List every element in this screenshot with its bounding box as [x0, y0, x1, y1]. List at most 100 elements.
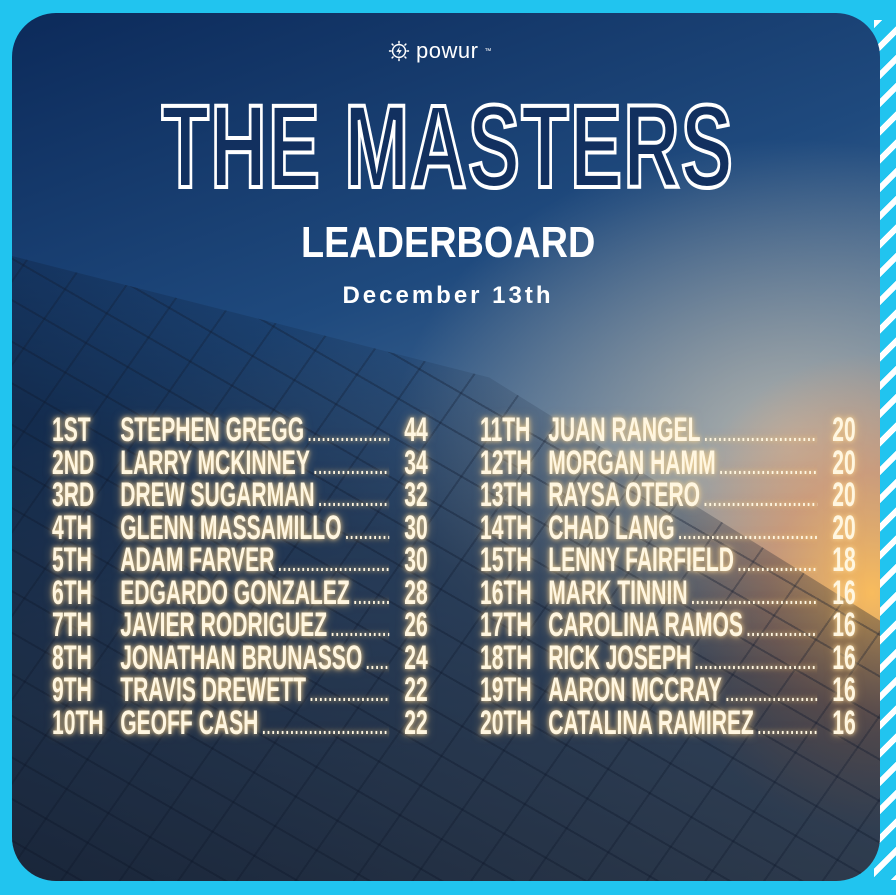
leaderboard-row: 9TH TRAVIS DREWETT 22: [52, 671, 428, 709]
entry-rank: 20TH: [480, 703, 532, 742]
entry-name: TRAVIS DREWETT: [120, 671, 307, 709]
entry-name: MORGAN HAMM: [548, 443, 716, 482]
subtitle-text: LEADERBOARD: [300, 218, 596, 267]
entry-score: 32: [404, 476, 428, 514]
dot-leader: [704, 479, 817, 516]
entry-score: 34: [404, 443, 428, 482]
entry-score: 20: [832, 443, 856, 482]
entry-name: GEOFF CASH: [120, 703, 259, 742]
entry-rank: 8TH: [52, 638, 92, 677]
entry-name: JAVIER RODRIGUEZ: [120, 606, 328, 644]
entry-score: 30: [404, 508, 428, 547]
entry-score: 22: [404, 703, 428, 742]
entry-score: 20: [832, 508, 856, 547]
leaderboard-row: 16TH MARK TINNIN 16: [480, 573, 856, 612]
dot-leader: [314, 447, 390, 484]
dot-leader: [719, 447, 817, 484]
entry-rank: 9TH: [52, 671, 92, 709]
trademark: ™: [484, 47, 492, 55]
leaderboard-row: 13TH RAYSA OTERO 20: [480, 476, 856, 514]
entry-name: CHAD LANG: [548, 508, 675, 547]
entry-score: 44: [404, 411, 428, 449]
entry-score: 20: [832, 476, 856, 514]
dot-leader: [353, 577, 389, 614]
entry-rank: 1ST: [52, 411, 91, 449]
brand-name: powur: [416, 38, 479, 63]
entry-score: 30: [404, 541, 428, 579]
entry-score: 24: [404, 638, 428, 677]
sun-bolt-icon: [388, 40, 410, 62]
leaderboard-row: 12TH MORGAN HAMM 20: [480, 443, 856, 482]
entry-rank: 5TH: [52, 541, 92, 579]
entry-rank: 13TH: [480, 476, 532, 514]
entry-score: 18: [832, 541, 856, 579]
entry-name: STEPHEN GREGG: [120, 411, 305, 449]
entry-rank: 11TH: [480, 411, 531, 449]
leaderboard-row: 3RD DREW SUGARMAN 32: [52, 476, 428, 514]
powur-logo: powur ™: [388, 38, 491, 64]
leaderboard-row: 8TH JONATHAN BRUNASSO 24: [52, 638, 428, 677]
dot-leader: [747, 609, 818, 646]
entry-score: 16: [832, 671, 856, 709]
entry-name: MARK TINNIN: [548, 573, 688, 612]
leaderboard-row: 11TH JUAN RANGEL 20: [480, 411, 856, 449]
entry-name: DREW SUGARMAN: [120, 476, 315, 514]
entry-name: ADAM FARVER: [120, 541, 275, 579]
entry-name: RICK JOSEPH: [548, 638, 692, 677]
entry-rank: 12TH: [480, 443, 532, 482]
entry-name: LARRY MCKINNEY: [120, 443, 310, 482]
entry-rank: 17TH: [480, 606, 532, 644]
entry-rank: 2ND: [52, 443, 95, 482]
leaderboard-row: 15TH LENNY FAIRFIELD 18: [480, 541, 856, 579]
leaderboard-row: 19TH AARON MCCRAY 16: [480, 671, 856, 709]
leaderboard-row: 2ND LARRY MCKINNEY 34: [52, 443, 428, 482]
entry-name: CAROLINA RAMOS: [548, 606, 743, 644]
entry-score: 22: [404, 671, 428, 709]
entry-rank: 4TH: [52, 508, 92, 547]
leaderboard-row: 17TH CAROLINA RAMOS 16: [480, 606, 856, 644]
leaderboard-column-right: 11TH JUAN RANGEL 20 12TH MORGAN HAMM 20 13TH RA…: [480, 411, 856, 742]
leaderboard-row: 1ST STEPHEN GREGG 44: [52, 411, 428, 449]
leaderboard-row: 14TH CHAD LANG 20: [480, 508, 856, 547]
entry-rank: 10TH: [52, 703, 104, 742]
title-text: THE MASTERS: [160, 81, 735, 213]
entry-rank: 19TH: [480, 671, 532, 709]
dot-leader: [738, 544, 818, 581]
entry-name: AARON MCCRAY: [548, 671, 722, 709]
dot-leader: [758, 707, 818, 744]
entry-name: LENNY FAIRFIELD: [548, 541, 735, 579]
entry-rank: 6TH: [52, 573, 92, 612]
dot-leader: [345, 512, 389, 549]
dot-leader: [704, 414, 817, 451]
date-label: December 13th: [342, 282, 554, 309]
entry-score: 28: [404, 573, 428, 612]
entry-score: 20: [832, 411, 856, 449]
entry-score: 16: [832, 573, 856, 612]
leaderboard-row: 5TH ADAM FARVER 30: [52, 541, 428, 579]
leaderboard-row: 4TH GLENN MASSAMILLO 30: [52, 508, 428, 547]
dot-leader: [308, 414, 389, 451]
page-title: THE MASTERS: [0, 81, 896, 213]
entry-name: GLENN MASSAMILLO: [120, 508, 342, 547]
entry-name: JONATHAN BRUNASSO: [120, 638, 363, 677]
entry-rank: 3RD: [52, 476, 95, 514]
leaderboard-row: 6TH EDGARDO GONZALEZ 28: [52, 573, 428, 612]
dot-leader: [366, 642, 389, 679]
leaderboard-row: 10TH GEOFF CASH 22: [52, 703, 428, 742]
entry-name: EDGARDO GONZALEZ: [120, 573, 350, 612]
entry-name: RAYSA OTERO: [548, 476, 701, 514]
dot-leader: [262, 707, 389, 744]
entry-rank: 18TH: [480, 638, 532, 677]
leaderboard-row: 7TH JAVIER RODRIGUEZ 26: [52, 606, 428, 644]
entry-rank: 14TH: [480, 508, 532, 547]
entry-score: 16: [832, 638, 856, 677]
entry-rank: 7TH: [52, 606, 92, 644]
leaderboard-row: 18TH RICK JOSEPH 16: [480, 638, 856, 677]
entry-name: JUAN RANGEL: [548, 411, 701, 449]
entry-score: 26: [404, 606, 428, 644]
entry-rank: 15TH: [480, 541, 532, 579]
subtitle: LEADERBOARD: [0, 218, 896, 268]
entry-name: CATALINA RAMIREZ: [548, 703, 754, 742]
leaderboard-row: 20TH CATALINA RAMIREZ 16: [480, 703, 856, 742]
